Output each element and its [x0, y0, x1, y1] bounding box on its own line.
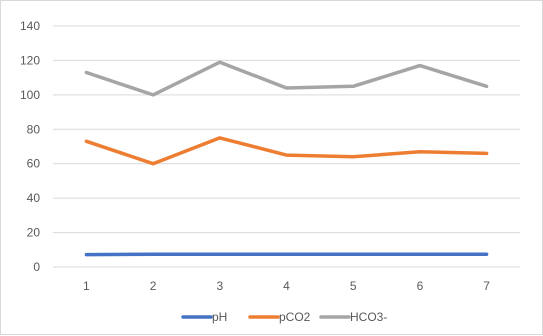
- y-tick-label: 20: [27, 226, 41, 240]
- y-tick-label: 120: [20, 53, 40, 67]
- x-tick-label: 6: [417, 279, 424, 293]
- x-tick-label: 2: [150, 279, 157, 293]
- y-tick-label: 100: [20, 88, 40, 102]
- series-line-pco2: [86, 138, 486, 164]
- y-tick-label: 40: [27, 191, 41, 205]
- x-tick-label: 7: [483, 279, 490, 293]
- x-tick-label: 3: [216, 279, 223, 293]
- x-tick-label: 5: [350, 279, 357, 293]
- legend-label: pCO2: [279, 310, 311, 324]
- x-tick-label: 1: [83, 279, 90, 293]
- y-tick-label: 80: [27, 122, 41, 136]
- x-axis-ticks: 1 2 3 4 5 6 7: [83, 279, 490, 293]
- legend-label: pH: [212, 310, 227, 324]
- y-axis-ticks: 0 20 40 60 80 100 120 140: [20, 19, 40, 274]
- legend: pH pCO2 HCO3-: [183, 310, 387, 324]
- x-tick-label: 4: [283, 279, 290, 293]
- y-tick-label: 140: [20, 19, 40, 33]
- y-tick-label: 60: [27, 157, 41, 171]
- series-lines: [86, 62, 486, 254]
- series-line-hco3: [86, 62, 486, 95]
- gridlines: [53, 26, 520, 233]
- legend-label: HCO3-: [350, 310, 387, 324]
- y-tick-label: 0: [33, 260, 40, 274]
